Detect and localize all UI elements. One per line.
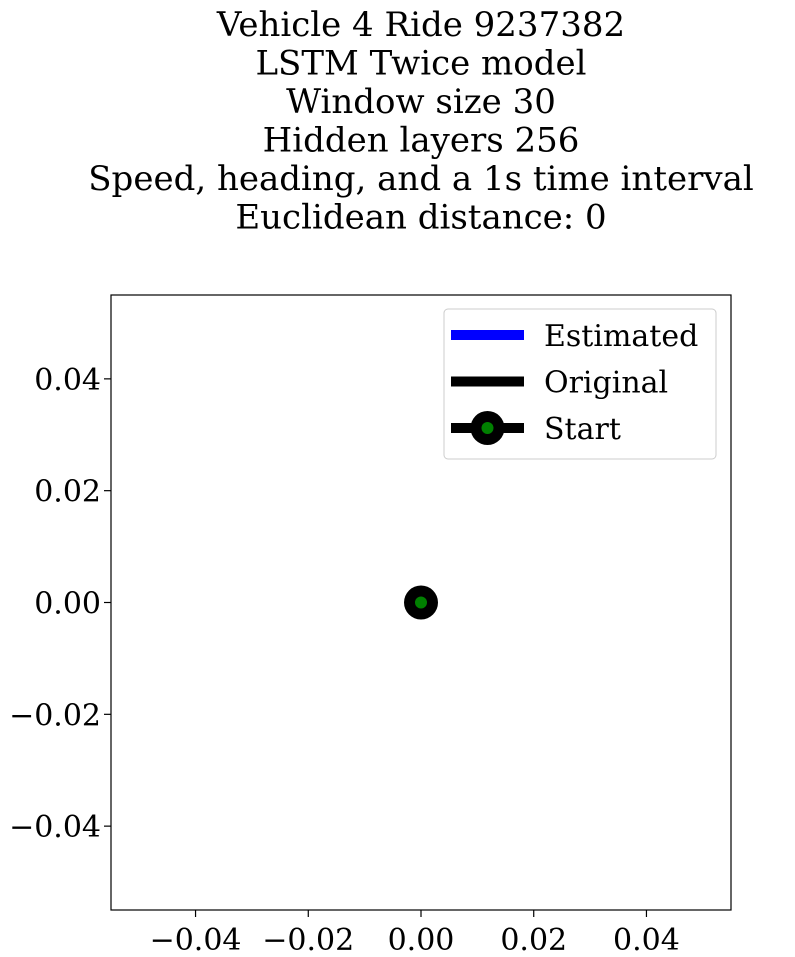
- title-line-1: Vehicle 4 Ride 9237382: [216, 5, 625, 45]
- y-tick-label: 0.02: [34, 475, 101, 510]
- y-tick-label: 0.04: [34, 363, 101, 398]
- start-marker-inner: [415, 596, 427, 609]
- legend-label-estimated: Estimated: [544, 319, 698, 354]
- legend-label-start: Start: [544, 412, 621, 447]
- x-axis: −0.04 −0.02 0.00 0.02 0.04: [150, 910, 680, 957]
- legend-label-original: Original: [544, 366, 668, 401]
- legend-start-marker-inner: [481, 422, 494, 434]
- x-tick-label: −0.04: [150, 923, 242, 957]
- x-tick-label: 0.04: [613, 923, 680, 957]
- x-tick-label: 0.02: [500, 923, 567, 957]
- start-layer: [404, 585, 438, 620]
- title-line-4: Hidden layers 256: [263, 121, 580, 161]
- y-tick-label: −0.02: [9, 698, 101, 733]
- y-tick-label: −0.04: [9, 810, 101, 845]
- legend: Estimated Original Start: [443, 308, 717, 460]
- title-line-6: Euclidean distance: 0: [235, 198, 606, 238]
- legend-box: [443, 308, 717, 460]
- y-axis: 0.04 0.02 0.00 −0.02 −0.04: [9, 363, 111, 845]
- title-line-2: LSTM Twice model: [255, 44, 586, 84]
- title-line-5: Speed, heading, and a 1s time interval: [88, 159, 753, 199]
- x-tick-label: −0.02: [262, 923, 354, 957]
- y-tick-label: 0.00: [34, 587, 101, 622]
- title-line-3: Window size 30: [286, 82, 556, 122]
- x-tick-label: 0.00: [388, 923, 455, 957]
